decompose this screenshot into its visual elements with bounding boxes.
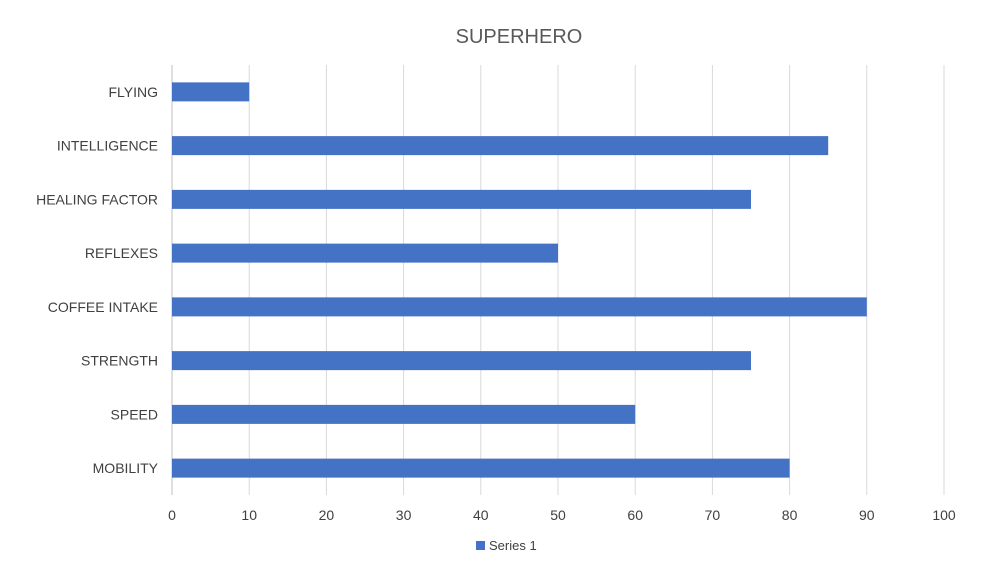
category-label: HEALING FACTOR	[36, 191, 158, 207]
legend-swatch	[476, 541, 485, 550]
category-label: COFFEE INTAKE	[48, 299, 158, 315]
bar[interactable]	[172, 351, 751, 371]
bar[interactable]	[172, 189, 751, 209]
bars	[172, 82, 867, 478]
x-tick-label: 70	[705, 507, 721, 523]
category-label: FLYING	[108, 84, 158, 100]
gridlines	[171, 65, 945, 495]
x-tick-label: 0	[168, 507, 176, 523]
bar[interactable]	[172, 136, 829, 156]
bar[interactable]	[172, 458, 790, 478]
x-tick-label: 50	[550, 507, 566, 523]
x-tick-label: 30	[396, 507, 412, 523]
bar[interactable]	[172, 297, 867, 317]
bar[interactable]	[172, 404, 636, 424]
legend[interactable]: Series 1	[476, 538, 537, 553]
x-tick-labels: 0 10 20 30 40 50 60 70 80 90 100	[168, 507, 956, 523]
bar[interactable]	[172, 243, 558, 263]
x-tick-label: 40	[473, 507, 489, 523]
category-label: INTELLIGENCE	[57, 138, 158, 154]
x-tick-label: 80	[782, 507, 798, 523]
x-tick-label: 10	[241, 507, 257, 523]
x-tick-label: 60	[627, 507, 643, 523]
chart-title: SUPERHERO	[456, 26, 583, 48]
x-tick-label: 20	[319, 507, 335, 523]
x-tick-label: 90	[859, 507, 875, 523]
category-labels: FLYING INTELLIGENCE HEALING FACTOR REFLEXES…	[36, 84, 159, 476]
legend-label: Series 1	[489, 538, 537, 553]
category-label: REFLEXES	[85, 245, 158, 261]
category-label: MOBILITY	[93, 460, 159, 476]
category-label: SPEED	[111, 406, 158, 422]
category-label: STRENGTH	[81, 353, 158, 369]
x-tick-label: 100	[932, 507, 956, 523]
bar[interactable]	[172, 82, 250, 102]
